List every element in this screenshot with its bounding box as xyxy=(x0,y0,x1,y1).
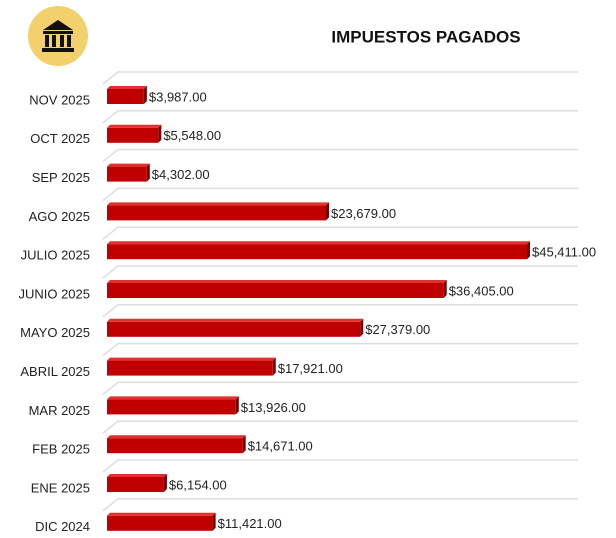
y-tick-label: JUNIO 2025 xyxy=(18,286,90,301)
grid-line xyxy=(102,265,578,279)
bar xyxy=(107,86,147,104)
y-tick-label: MAR 2025 xyxy=(29,403,90,418)
chart-title: IMPUESTOS PAGADOS xyxy=(331,27,520,46)
grid-line xyxy=(102,71,578,85)
y-tick-label: DIC 2024 xyxy=(35,519,90,534)
grid-line xyxy=(102,498,578,512)
grid-line xyxy=(102,304,578,318)
bar xyxy=(107,202,330,221)
bar xyxy=(107,396,239,415)
grid-line xyxy=(102,226,578,240)
data-label: $27,379.00 xyxy=(365,322,430,337)
bar xyxy=(107,163,150,182)
y-tick-label: JULIO 2025 xyxy=(21,248,90,263)
data-label: $23,679.00 xyxy=(331,206,396,221)
data-label: $6,154.00 xyxy=(169,477,227,492)
y-tick-label: ABRIL 2025 xyxy=(20,364,90,379)
bar xyxy=(107,280,447,298)
grid-line xyxy=(102,342,578,357)
data-label: $11,421.00 xyxy=(218,516,282,531)
data-label: $17,921.00 xyxy=(278,361,343,376)
bar xyxy=(107,357,276,376)
grid-line xyxy=(102,459,578,473)
y-tick-label: SEP 2025 xyxy=(32,170,90,185)
bar xyxy=(107,474,167,492)
data-label: $5,548.00 xyxy=(163,128,221,143)
grid-line xyxy=(102,381,578,395)
bar xyxy=(107,124,162,143)
y-tick-label: AGO 2025 xyxy=(29,209,90,224)
bar xyxy=(107,512,216,531)
grid-line xyxy=(102,420,578,434)
data-label: $14,671.00 xyxy=(248,439,313,454)
y-tick-label: OCT 2025 xyxy=(30,131,90,146)
y-tick-label: FEB 2025 xyxy=(32,442,90,457)
bar xyxy=(107,241,530,260)
bar xyxy=(107,435,246,454)
data-label: $4,302.00 xyxy=(152,167,210,182)
bank-icon xyxy=(28,6,88,66)
data-label: $45,411.00 xyxy=(532,245,596,260)
data-label: $36,405.00 xyxy=(449,283,514,298)
data-label: $13,926.00 xyxy=(241,400,306,415)
grid-line xyxy=(102,148,578,163)
data-label: $3,987.00 xyxy=(149,89,207,104)
grid-line xyxy=(102,110,578,124)
grid-line xyxy=(102,187,578,201)
y-tick-label: MAYO 2025 xyxy=(20,325,90,340)
y-tick-label: NOV 2025 xyxy=(29,92,90,107)
bar xyxy=(107,318,364,337)
y-tick-label: ENE 2025 xyxy=(31,480,90,495)
